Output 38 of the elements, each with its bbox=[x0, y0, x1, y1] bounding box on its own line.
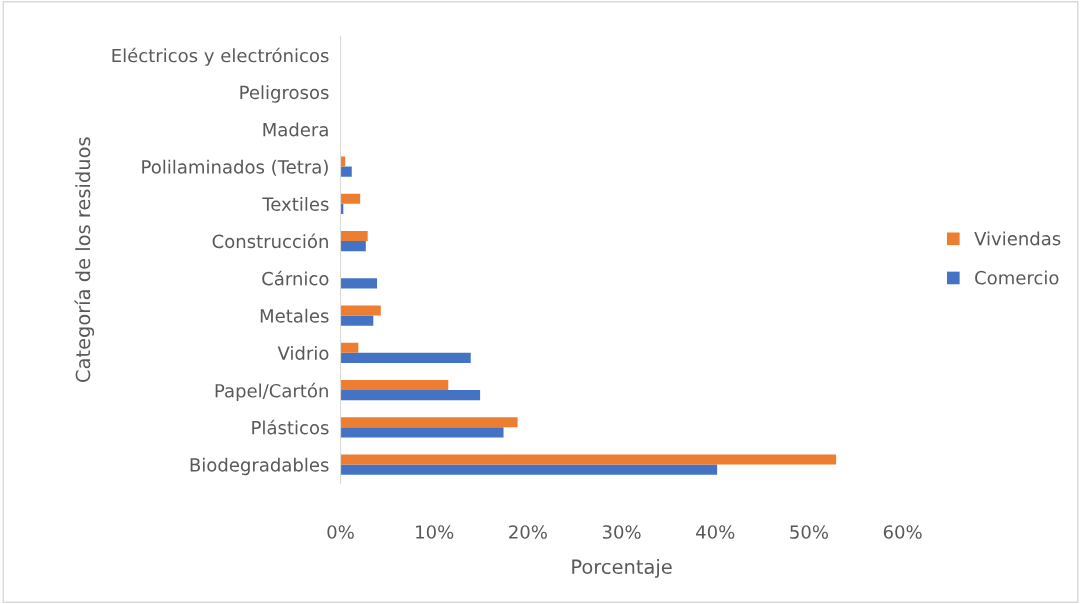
x-tick-label: 20% bbox=[509, 525, 547, 539]
y-tick-label: Plásticos bbox=[252, 419, 329, 435]
bar bbox=[340, 380, 449, 391]
legend-label: Viviendas bbox=[974, 231, 1061, 246]
y-tick-label: Textiles bbox=[262, 196, 329, 211]
x-tick-label: 50% bbox=[790, 525, 829, 539]
bar bbox=[340, 390, 481, 401]
y-tick-label: Polilaminados (Tetra) bbox=[142, 159, 328, 176]
bar bbox=[340, 342, 359, 353]
x-tick-label: 0% bbox=[327, 525, 354, 539]
bar bbox=[340, 231, 368, 242]
bar bbox=[340, 166, 352, 177]
x-tick-label: 60% bbox=[883, 525, 922, 539]
legend-label: Comercio bbox=[975, 270, 1059, 285]
y-tick-label: Biodegradables bbox=[190, 457, 329, 476]
y-tick-label: Peligrosos bbox=[240, 85, 329, 103]
y-tick-label: Papel/Cartón bbox=[215, 382, 328, 402]
y-tick-label: Madera bbox=[263, 122, 328, 137]
x-tick-label: 40% bbox=[696, 525, 735, 539]
bar bbox=[340, 417, 518, 428]
y-axis-title: Categoría de los residuos bbox=[74, 137, 95, 382]
bar bbox=[340, 193, 361, 204]
bar bbox=[340, 454, 837, 465]
x-tick-label: 30% bbox=[602, 525, 641, 539]
bar bbox=[340, 241, 366, 252]
bar bbox=[340, 315, 374, 326]
bar bbox=[340, 427, 504, 438]
y-tick-label: Vidrio bbox=[277, 345, 329, 360]
x-tick-label: 10% bbox=[416, 525, 454, 539]
y-tick-label: Eléctricos y electrónicos bbox=[112, 47, 329, 66]
bar bbox=[340, 464, 718, 475]
y-tick-label: Construcción bbox=[212, 233, 328, 249]
x-axis-title: Porcentaje bbox=[572, 559, 672, 578]
bar bbox=[340, 352, 471, 363]
y-tick-label: Cárnico bbox=[262, 270, 329, 286]
y-tick-label: Metales bbox=[260, 308, 329, 323]
bar bbox=[340, 305, 381, 316]
bar bbox=[340, 278, 378, 289]
